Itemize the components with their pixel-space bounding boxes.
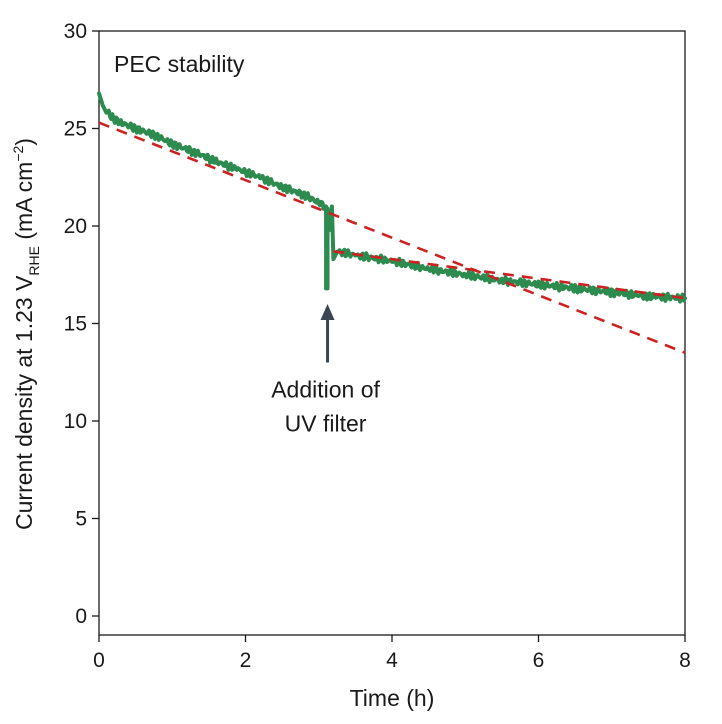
y-axis: 0 5 10 15 20 25 30 [64, 20, 99, 628]
y-tick-label: 5 [75, 508, 87, 531]
y-tick-label: 0 [75, 605, 87, 628]
y-axis-title-superscript: −2 [10, 145, 26, 161]
y-tick-label: 25 [64, 118, 87, 141]
y-axis-title-unit-close: ) [11, 138, 37, 146]
x-tick-label: 2 [240, 649, 252, 672]
y-tick-label: 10 [64, 410, 87, 433]
x-axis: 0 2 4 6 8 [93, 635, 691, 672]
chart-title: PEC stability [114, 51, 245, 77]
y-axis-title-subscript: RHE [26, 246, 42, 276]
x-tick-label: 6 [533, 649, 545, 672]
series-line-fit-1 [98, 121, 686, 354]
series-line-fit-2 [333, 250, 686, 300]
y-axis-title-unit-open: (mA cm [11, 162, 37, 246]
x-tick-label: 8 [679, 649, 691, 672]
x-axis-title: Time (h) [350, 685, 435, 711]
y-axis-title: Current density at 1.23 VRHE (mA cm−2) [10, 138, 42, 530]
plot-frame [98, 30, 686, 636]
x-tick-label: 4 [386, 649, 398, 672]
annotation-layer: Addition of UV filter [271, 303, 380, 437]
y-tick-label: 15 [64, 313, 87, 336]
annotation-arrow-head [320, 303, 335, 320]
x-tick-label: 0 [93, 649, 105, 672]
annotation-text-line: Addition of [271, 377, 380, 403]
series-line-measured [97, 91, 687, 304]
y-axis-title-prefix: Current density at 1.23 V [11, 275, 37, 530]
series-layer [97, 91, 687, 354]
y-tick-label: 20 [64, 215, 87, 238]
y-tick-label: 30 [64, 20, 87, 43]
annotation-text-line: UV filter [285, 411, 367, 437]
